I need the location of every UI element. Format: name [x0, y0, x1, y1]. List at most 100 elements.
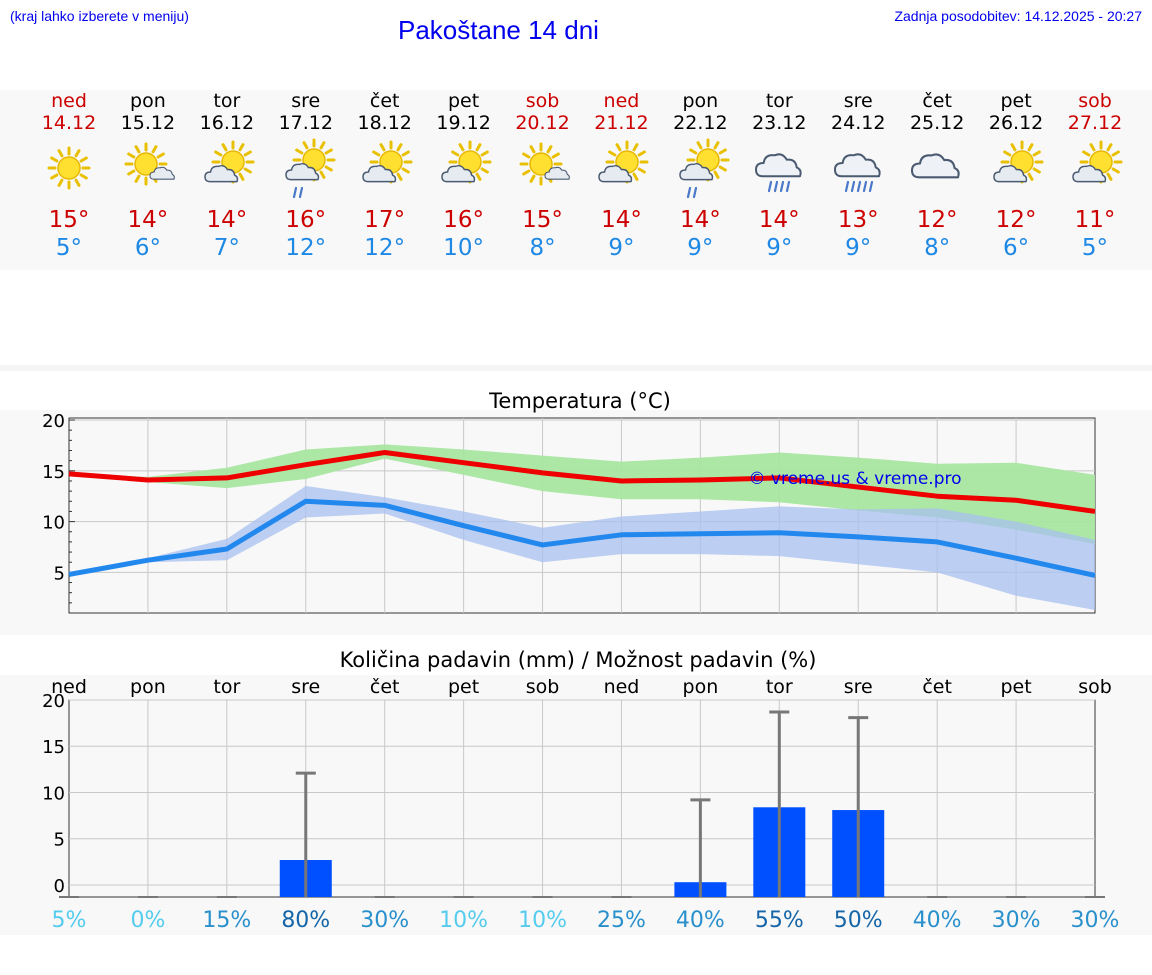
day-column: čet 18.12 17° 12°	[345, 90, 425, 262]
max-temp: 13°	[837, 207, 879, 233]
precip-y-tick-label: 20	[42, 691, 65, 712]
max-temp: 16°	[285, 207, 327, 233]
precip-probability-label: 10%	[439, 908, 488, 933]
max-temp: 12°	[995, 207, 1037, 233]
temp-y-tick-label: 20	[42, 411, 65, 432]
day-name: pet	[1000, 90, 1032, 112]
day-date: 15.12	[120, 112, 176, 134]
min-temp: 5°	[1081, 235, 1109, 261]
precip-day-label: pet	[1000, 676, 1031, 698]
max-temp: 17°	[364, 207, 406, 233]
day-name: ned	[51, 90, 87, 112]
precip-probability-label: 50%	[834, 908, 883, 933]
precip-probability-label: 5%	[52, 908, 87, 933]
day-column: sre 17.12 16° 12°	[266, 90, 346, 262]
min-temp-line	[68, 498, 1096, 578]
temp-y-tick-label: 5	[54, 563, 65, 584]
day-column: ned 21.12 14° 9°	[581, 90, 661, 262]
day-name: čet	[922, 90, 952, 112]
min-temp: 10°	[443, 235, 484, 261]
precip-day-label: sre	[291, 676, 320, 698]
day-date: 27.12	[1067, 112, 1123, 134]
sun-cloud-rain-icon	[266, 134, 346, 206]
day-date: 19.12	[436, 112, 491, 134]
day-column: pet 19.12 16° 10°	[424, 90, 504, 262]
precip-day-label: pon	[130, 676, 166, 698]
day-column: ned 14.12 15° 5°	[29, 90, 109, 262]
precip-day-label: ned	[51, 676, 87, 698]
min-temp: 6°	[1002, 235, 1030, 261]
max-temp: 11°	[1074, 207, 1116, 233]
day-date: 21.12	[594, 112, 649, 134]
max-temp: 14°	[679, 207, 721, 233]
sun-cloud-rain-icon	[660, 134, 740, 206]
cloud-rain-icon	[739, 134, 819, 206]
day-column: pet 26.12 12° 6°	[976, 90, 1056, 262]
day-column: sob 20.12 15° 8°	[503, 90, 583, 262]
day-date: 20.12	[515, 112, 570, 134]
precip-probability-label: 80%	[281, 908, 330, 933]
sun-cloud-icon	[424, 134, 504, 206]
day-column: sre 24.12 13° 9°	[818, 90, 898, 262]
max-temp: 14°	[127, 207, 169, 233]
max-temp: 12°	[916, 207, 958, 233]
sun-small-cloud-icon	[503, 134, 583, 206]
day-name: sob	[525, 90, 560, 112]
day-name: tor	[213, 90, 241, 112]
max-temp: 16°	[443, 207, 484, 233]
day-column: tor 16.12 14° 7°	[187, 90, 267, 262]
day-date: 23.12	[752, 112, 807, 134]
precip-day-label: sre	[844, 676, 873, 698]
min-temp: 9°	[687, 235, 714, 261]
max-temp: 14°	[758, 207, 800, 233]
day-date: 14.12	[41, 112, 97, 134]
day-name: sob	[1078, 90, 1112, 112]
precip-day-label: pet	[448, 676, 479, 698]
min-temp: 12°	[285, 235, 327, 261]
max-temp-line	[68, 450, 1096, 514]
precip-day-label: tor	[766, 676, 793, 698]
min-temp: 8°	[924, 235, 951, 261]
day-column: pon 22.12 14° 9°	[660, 90, 740, 262]
min-temp: 12°	[364, 235, 406, 261]
precip-plot-area	[68, 699, 1096, 898]
sun-cloud-icon	[187, 134, 267, 206]
precip-probability-label: 0%	[130, 908, 165, 933]
day-column: čet 25.12 12° 8°	[897, 90, 977, 262]
daily-forecast-strip: ned 14.12 15° 5° pon 15.12 14° 6° tor 16.12 14° 7° s…	[0, 90, 1152, 270]
day-name: pon	[682, 90, 719, 112]
copyright-watermark: © vreme.us & vreme.pro	[748, 469, 961, 489]
day-date: 17.12	[278, 112, 333, 134]
max-temp-range-band	[69, 444, 1095, 544]
precip-y-tick-label: 15	[42, 737, 65, 758]
min-temp: 9°	[766, 235, 793, 261]
max-temp: 15°	[48, 207, 90, 233]
precip-day-label: čet	[370, 676, 400, 698]
precip-probability-label: 30%	[360, 908, 409, 933]
day-name: ned	[603, 90, 640, 112]
day-column: pon 15.12 14° 6°	[108, 90, 188, 262]
max-temp: 14°	[206, 207, 248, 233]
day-name: sre	[291, 90, 321, 112]
min-temp: 6°	[134, 235, 161, 261]
temp-y-tick-label: 10	[42, 513, 65, 534]
precip-day-label: sob	[526, 676, 560, 698]
precip-probability-label: 30%	[992, 908, 1041, 933]
precip-day-label: sob	[1078, 676, 1112, 698]
precip-probability-label: 40%	[676, 908, 725, 933]
precip-probability-label: 15%	[202, 908, 251, 933]
precip-day-label: čet	[922, 676, 952, 698]
page-title: Pakoštane 14 dni	[398, 15, 599, 45]
day-date: 26.12	[988, 112, 1044, 134]
day-column: tor 23.12 14° 9°	[739, 90, 819, 262]
day-name: pet	[448, 90, 480, 112]
precip-chart-title: Količina padavin (mm) / Možnost padavin …	[340, 648, 817, 672]
precip-day-label: ned	[604, 676, 640, 698]
precip-probability-label: 30%	[1071, 908, 1120, 933]
cloud-icon	[897, 134, 977, 206]
day-date: 25.12	[909, 112, 965, 134]
day-date: 22.12	[673, 112, 728, 134]
precip-day-label: tor	[213, 676, 240, 698]
min-temp: 8°	[529, 235, 556, 261]
